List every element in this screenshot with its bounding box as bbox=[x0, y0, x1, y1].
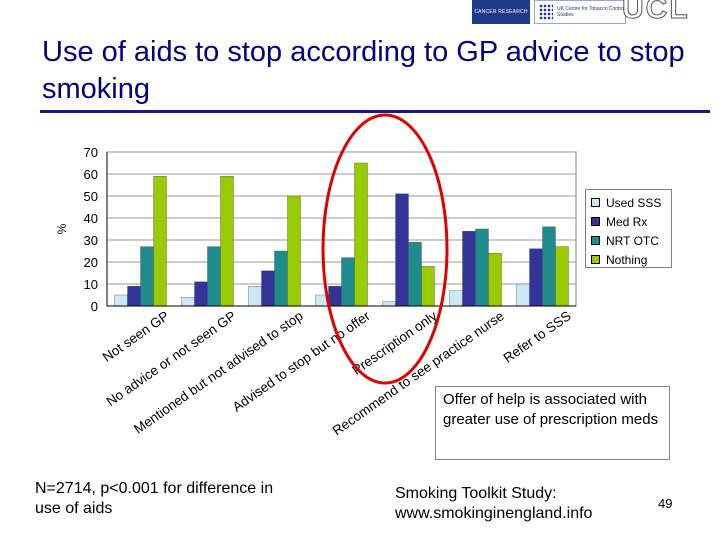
callout-box: Offer of help is associated with greater… bbox=[435, 386, 670, 460]
y-tick-label: 40 bbox=[84, 211, 98, 226]
bar-nrt-otc bbox=[207, 246, 221, 307]
bar-nrt-otc bbox=[542, 226, 556, 307]
bar-used-sss bbox=[449, 290, 463, 307]
statistics-note: N=2714, p<0.001 for difference in use of… bbox=[35, 480, 274, 517]
ucl-logo: UCL bbox=[622, 0, 690, 26]
legend-label: Nothing bbox=[606, 252, 648, 267]
bar-med-rx bbox=[529, 248, 543, 307]
y-tick-label: 50 bbox=[84, 189, 98, 204]
bar-nothing bbox=[287, 195, 301, 307]
highlight-ellipse bbox=[321, 113, 449, 385]
bar-nrt-otc bbox=[408, 241, 422, 307]
bar-med-rx bbox=[395, 193, 409, 307]
y-tick-label: 0 bbox=[91, 299, 98, 314]
bar-used-sss bbox=[382, 301, 396, 307]
cancer-research-uk-logo: CANCER RESEARCH UK bbox=[472, 0, 530, 39]
title-underline bbox=[40, 110, 710, 113]
legend-swatch bbox=[591, 255, 600, 264]
legend-item: Med Rx bbox=[591, 212, 671, 231]
bar-nrt-otc bbox=[475, 228, 489, 307]
chart-legend: Used SSS Med Rx NRT OTC Nothing bbox=[585, 189, 672, 268]
y-axis-label: % bbox=[55, 223, 69, 234]
bar-nothing bbox=[220, 175, 234, 307]
tobacco-control-studies-text: UK Centre for Tobacco Control Studies bbox=[557, 6, 625, 18]
bar-med-rx bbox=[194, 281, 208, 307]
tobacco-control-studies-logo: UK Centre for Tobacco Control Studies bbox=[534, 0, 626, 24]
bar-nrt-otc bbox=[140, 246, 154, 307]
logo-strip: CANCER RESEARCH UK UK Centre for Tobacco… bbox=[472, 0, 720, 39]
bar-nothing bbox=[354, 162, 368, 307]
dot-grid-icon bbox=[539, 4, 553, 20]
legend-swatch bbox=[591, 217, 600, 226]
y-tick-label: 60 bbox=[84, 167, 98, 182]
legend-item: Nothing bbox=[591, 250, 671, 269]
bar-nothing bbox=[421, 266, 435, 307]
x-tick-label: Refer to SSS bbox=[501, 308, 574, 365]
bar-med-rx bbox=[127, 286, 141, 307]
legend-swatch bbox=[591, 236, 600, 245]
bar-nothing bbox=[488, 252, 502, 307]
bar-nrt-otc bbox=[341, 257, 355, 307]
bar-med-rx bbox=[328, 286, 342, 307]
bar-used-sss bbox=[248, 286, 262, 307]
bar-med-rx bbox=[462, 230, 476, 307]
page-number: 49 bbox=[658, 496, 673, 511]
x-tick-label: No advice or not seen GP bbox=[103, 308, 238, 409]
bar-used-sss bbox=[181, 297, 195, 307]
bar-nrt-otc bbox=[274, 250, 288, 307]
bar-med-rx bbox=[261, 270, 275, 307]
legend-item: Used SSS bbox=[591, 193, 671, 212]
legend-label: NRT OTC bbox=[606, 233, 659, 248]
bar-nothing bbox=[555, 246, 569, 307]
bar-used-sss bbox=[516, 283, 530, 307]
y-tick-label: 70 bbox=[84, 145, 98, 160]
bar-nothing bbox=[153, 175, 167, 307]
y-tick-label: 20 bbox=[84, 255, 98, 270]
data-source: Smoking Toolkit Study: www.smokinginengl… bbox=[395, 485, 593, 522]
y-tick-label: 30 bbox=[84, 233, 98, 248]
y-tick-label: 10 bbox=[84, 277, 98, 292]
bar-used-sss bbox=[114, 294, 128, 307]
legend-swatch bbox=[591, 198, 600, 207]
legend-label: Med Rx bbox=[606, 214, 648, 229]
slide-title: Use of aids to stop according to GP advi… bbox=[42, 36, 685, 105]
legend-label: Used SSS bbox=[606, 195, 662, 210]
legend-item: NRT OTC bbox=[591, 231, 671, 250]
